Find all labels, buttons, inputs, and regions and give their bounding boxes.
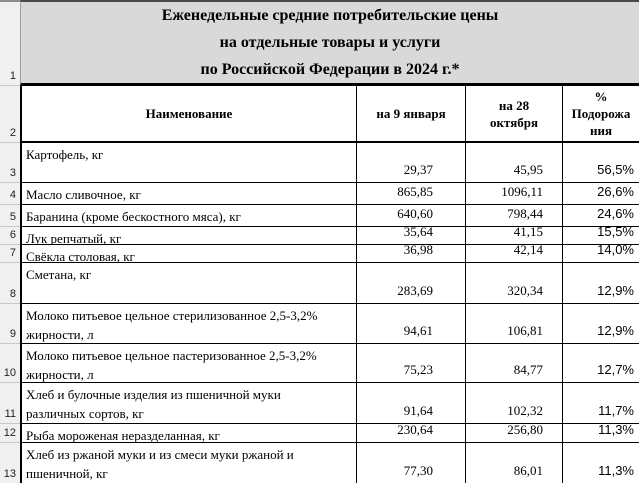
- price-jan-cell[interactable]: 91,64: [357, 383, 466, 424]
- column-header-change[interactable]: % Подорожа ния: [563, 86, 639, 143]
- name-cell[interactable]: Свёкла столовая, кг: [20, 245, 357, 263]
- row-number[interactable]: 1: [0, 0, 20, 86]
- price-oct-cell[interactable]: 106,81: [466, 304, 563, 344]
- column-header-jan9[interactable]: на 9 января: [357, 86, 466, 143]
- column-header-oct28[interactable]: на 28 октября: [466, 86, 563, 143]
- price-oct-cell[interactable]: 1096,11: [466, 183, 563, 205]
- name-cell[interactable]: Сметана, кг: [20, 263, 357, 304]
- table-row: 11 Хлеб и булочные изделия из пшеничной …: [0, 383, 639, 424]
- price-jan-cell[interactable]: 29,37: [357, 143, 466, 183]
- price-change-cell[interactable]: 14,0%: [563, 245, 639, 263]
- name-cell[interactable]: Хлеб и булочные изделия из пшеничной мук…: [20, 383, 357, 424]
- header-row: 2 Наименование на 9 января на 28 октября…: [0, 86, 639, 143]
- row-number[interactable]: 12: [0, 424, 20, 443]
- row-number[interactable]: 9: [0, 304, 20, 344]
- price-change-cell[interactable]: 11,7%: [563, 383, 639, 424]
- name-cell[interactable]: Картофель, кг: [20, 143, 357, 183]
- price-oct-cell[interactable]: 41,15: [466, 227, 563, 245]
- price-change-cell[interactable]: 56,5%: [563, 143, 639, 183]
- price-change-cell[interactable]: 12,9%: [563, 304, 639, 344]
- table-row: 12 Рыба мороженая неразделанная, кг 230,…: [0, 424, 639, 443]
- name-cell[interactable]: Молоко питьевое цельное стерилизованное …: [20, 304, 357, 344]
- name-cell[interactable]: Лук репчатый, кг: [20, 227, 357, 245]
- table-row: 9 Молоко питьевое цельное стерилизованно…: [0, 304, 639, 344]
- price-jan-cell[interactable]: 75,23: [357, 344, 466, 383]
- price-jan-cell[interactable]: 35,64: [357, 227, 466, 245]
- price-change-cell[interactable]: 11,3%: [598, 463, 634, 478]
- row-number[interactable]: 5: [0, 205, 20, 227]
- column-header-name[interactable]: Наименование: [20, 86, 357, 143]
- row-number[interactable]: 8: [0, 263, 20, 304]
- name-cell[interactable]: Баранина (кроме бескостного мяса), кг: [20, 205, 357, 227]
- price-oct-cell[interactable]: 798,44: [466, 205, 563, 227]
- price-oct-cell[interactable]: 320,34: [466, 263, 563, 304]
- price-oct-cell[interactable]: 84,77: [466, 344, 563, 383]
- table-row: 8 Сметана, кг 283,69 320,34 12,9%: [0, 263, 639, 304]
- name-cell[interactable]: Масло сливочное, кг: [20, 183, 357, 205]
- name-cell[interactable]: Молоко питьевое цельное пастеризованное …: [20, 344, 357, 383]
- price-change-cell[interactable]: 12,7%: [563, 344, 639, 383]
- price-oct-cell[interactable]: 86,01: [466, 443, 563, 483]
- row-number[interactable]: 6: [0, 227, 20, 245]
- price-oct-cell[interactable]: 42,14: [466, 245, 563, 263]
- price-jan-cell[interactable]: 230,64: [357, 424, 466, 443]
- table-row: 1 Еженедельные средние потребительские ц…: [0, 0, 639, 86]
- table-row: 3 Картофель, кг 29,37 45,95 56,5%: [0, 143, 639, 183]
- price-jan-cell[interactable]: 94,61: [357, 304, 466, 344]
- price-change-cell[interactable]: 26,6%: [563, 183, 639, 205]
- table-row: 10 Молоко питьевое цельное пастеризованн…: [0, 344, 639, 383]
- table-title-cell[interactable]: Еженедельные средние потребительские цен…: [20, 0, 639, 86]
- row-number[interactable]: 10: [0, 344, 20, 383]
- table-row: 13 Хлеб из ржаной муки и из смеси муки р…: [0, 443, 639, 483]
- price-oct-cell[interactable]: 256,80: [466, 424, 563, 443]
- row-number[interactable]: 3: [0, 143, 20, 183]
- price-jan-cell[interactable]: 36,98: [357, 245, 466, 263]
- table-row: 5 Баранина (кроме бескостного мяса), кг …: [0, 205, 639, 227]
- price-jan-cell[interactable]: 640,60: [357, 205, 466, 227]
- price-jan-cell[interactable]: 77,30: [357, 443, 466, 483]
- row-number[interactable]: 2: [0, 86, 20, 143]
- price-change-cell[interactable]: 12,9%: [563, 263, 639, 304]
- price-oct-cell[interactable]: 45,95: [466, 143, 563, 183]
- price-jan-cell[interactable]: 865,85: [357, 183, 466, 205]
- row-number[interactable]: 11: [0, 383, 20, 424]
- row-number[interactable]: 4: [0, 183, 20, 205]
- row-number[interactable]: 7: [0, 245, 20, 263]
- price-change-cell[interactable]: 15,5%: [563, 227, 639, 245]
- table-row: 6 Лук репчатый, кг 35,64 41,15 15,5%: [0, 227, 639, 245]
- row-number[interactable]: 13: [0, 443, 20, 483]
- name-cell[interactable]: Рыба мороженая неразделанная, кг: [20, 424, 357, 443]
- price-jan-cell[interactable]: 283,69: [357, 263, 466, 304]
- price-change-cell[interactable]: 11,3%: [563, 424, 639, 443]
- table-row: 7 Свёкла столовая, кг 36,98 42,14 14,0%: [0, 245, 639, 263]
- table-row: 4 Масло сливочное, кг 865,85 1096,11 26,…: [0, 183, 639, 205]
- price-change-cell[interactable]: 24,6%: [563, 205, 639, 227]
- name-cell[interactable]: Хлеб из ржаной муки и из смеси муки ржан…: [20, 443, 357, 483]
- price-oct-cell[interactable]: 102,32: [466, 383, 563, 424]
